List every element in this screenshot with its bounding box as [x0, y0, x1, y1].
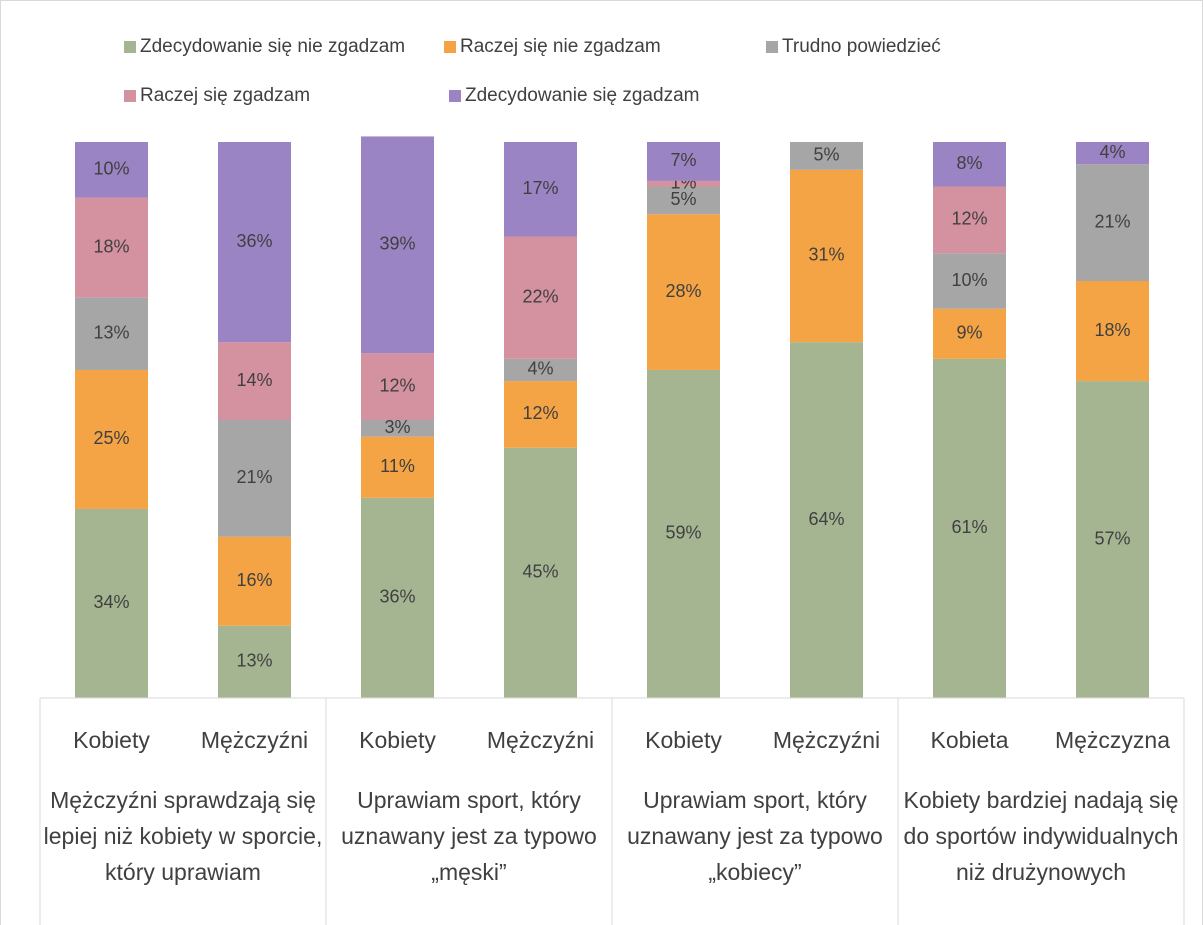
data-label: 64%	[808, 509, 844, 529]
data-label: 18%	[93, 236, 129, 256]
bar-segment	[75, 369, 148, 509]
group-label: Mężczyźni sprawdzają się lepiej niż kobi…	[43, 787, 323, 885]
data-label: 21%	[236, 467, 272, 487]
data-label: 36%	[379, 587, 415, 607]
data-label: 12%	[379, 375, 415, 395]
bar-segment	[75, 197, 148, 298]
data-label: 5%	[813, 145, 839, 165]
bar-segment	[218, 142, 291, 343]
data-label: 10%	[93, 159, 129, 179]
bar-segment	[1076, 281, 1149, 382]
bar-segment	[504, 381, 577, 448]
bar-segment	[647, 142, 720, 181]
data-label: 13%	[236, 651, 272, 671]
x-tick-label: Mężczyzna	[1055, 727, 1170, 753]
data-label: 59%	[665, 523, 701, 543]
bar-segment	[218, 625, 291, 698]
x-tick-label: Mężczyźni	[201, 727, 308, 753]
x-tick-label: Kobieta	[930, 727, 1008, 753]
data-label: 11%	[380, 456, 415, 476]
x-tick-label: Mężczyźni	[773, 727, 880, 753]
bar-segment	[75, 297, 148, 370]
legend-swatch	[444, 41, 456, 53]
bar-segment	[933, 142, 1006, 187]
data-label: 7%	[670, 150, 696, 170]
legend-swatch	[449, 90, 461, 102]
bar-segment	[933, 186, 1006, 254]
bar-segment	[361, 436, 434, 498]
data-label: 13%	[93, 323, 129, 343]
data-label: 4%	[1099, 142, 1125, 162]
x-tick-label: Mężczyźni	[487, 727, 594, 753]
bar-segment	[933, 358, 1006, 698]
group-label: Uprawiam sport, który uznawany jest za t…	[341, 787, 597, 885]
x-tick-label: Kobiety	[645, 727, 722, 753]
data-label: 14%	[236, 370, 272, 390]
legend-swatch	[124, 90, 136, 102]
x-tick-label: Kobiety	[73, 727, 150, 753]
bar-segment	[790, 142, 863, 170]
bar-segment	[504, 142, 577, 237]
data-label: 22%	[522, 286, 558, 306]
legend-swatch	[124, 41, 136, 53]
group-label: Kobiety bardziej nadają się do sportów i…	[903, 787, 1179, 885]
data-label: 45%	[522, 562, 558, 582]
data-label: 61%	[951, 517, 987, 537]
bar-segment	[361, 420, 434, 437]
bar-segment	[647, 180, 720, 187]
data-label: 8%	[956, 153, 982, 173]
bar-segment	[504, 447, 577, 698]
bar-segment	[504, 358, 577, 382]
data-label: 28%	[665, 281, 701, 301]
bar-segment	[75, 508, 148, 698]
bar-segment	[218, 420, 291, 537]
data-label: 39%	[379, 234, 415, 254]
bar-segment	[647, 214, 720, 370]
data-label: 12%	[951, 209, 987, 229]
data-label: 17%	[522, 178, 558, 198]
legend-label: Raczej się nie zgadzam	[460, 36, 661, 57]
group-label: Uprawiam sport, który uznawany jest za t…	[627, 787, 883, 885]
data-label: 9%	[956, 323, 982, 343]
legend-label: Raczej się zgadzam	[140, 85, 310, 106]
data-label: 34%	[93, 592, 129, 612]
data-label: 12%	[522, 403, 558, 423]
data-label: 21%	[1094, 211, 1130, 231]
bar-segment	[504, 236, 577, 359]
data-label: 31%	[808, 245, 844, 265]
bar-segment	[218, 342, 291, 420]
data-label: 57%	[1094, 528, 1130, 548]
data-label: 4%	[527, 359, 553, 379]
bar-segment	[1076, 381, 1149, 698]
data-label: 10%	[951, 270, 987, 290]
legend-label: Trudno powiedzieć	[782, 36, 941, 57]
data-label: 3%	[384, 417, 410, 437]
data-label: 18%	[1094, 320, 1130, 340]
bar-segment	[218, 536, 291, 626]
legend-swatch	[766, 41, 778, 53]
bar-segment	[361, 353, 434, 420]
bar-segment	[933, 308, 1006, 359]
bar-segment	[647, 186, 720, 215]
bar-segment	[790, 342, 863, 698]
data-label: 16%	[236, 570, 272, 590]
bar-segment	[790, 169, 863, 343]
data-label: 5%	[670, 189, 696, 209]
legend-label: Zdecydowanie się nie zgadzam	[140, 36, 405, 57]
data-label: 36%	[236, 231, 272, 251]
bar-segment	[1076, 142, 1149, 165]
bar-segment	[361, 136, 434, 354]
bar-segment	[933, 253, 1006, 309]
bar-segment	[1076, 164, 1149, 281]
bar-segment	[361, 497, 434, 698]
bar-segment	[647, 369, 720, 698]
bar-segment	[75, 142, 148, 198]
x-tick-label: Kobiety	[359, 727, 436, 753]
legend-label: Zdecydowanie się zgadzam	[465, 85, 699, 106]
data-label: 25%	[93, 428, 129, 448]
